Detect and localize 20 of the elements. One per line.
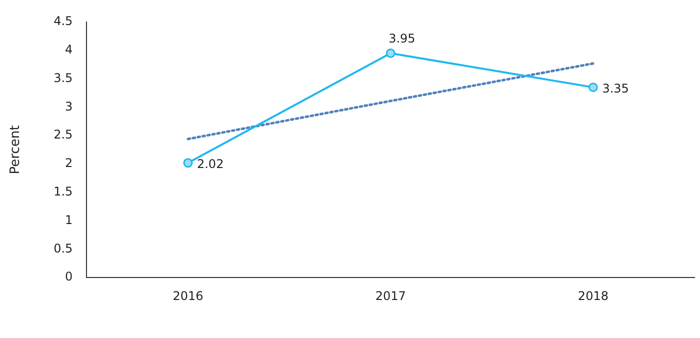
y-tick-label: 4.5: [54, 14, 73, 28]
y-tick-label: 3: [65, 99, 73, 114]
y-tick-label: 1.5: [54, 184, 73, 199]
y-tick-label: 0.5: [54, 241, 73, 256]
y-tick-label: 4: [65, 42, 73, 57]
y-tick-label: 0: [65, 270, 73, 284]
x-tick-label: 2017: [375, 288, 406, 303]
data-label: 3.95: [388, 31, 416, 46]
data-label: 3.35: [602, 81, 629, 96]
x-tick-label: 2016: [172, 288, 204, 303]
point: [183, 158, 193, 168]
y-axis-title: Percent: [8, 125, 24, 174]
x-tick-label: 2018: [578, 288, 608, 303]
y-tick-label: 3.5: [54, 70, 73, 85]
y-tick-label: 1: [65, 212, 73, 227]
point: [386, 48, 396, 58]
y-tick-label: 2.5: [54, 128, 73, 142]
point: [588, 82, 598, 92]
data-label: 2.02: [196, 156, 224, 171]
y-tick-label: 2: [65, 156, 73, 170]
